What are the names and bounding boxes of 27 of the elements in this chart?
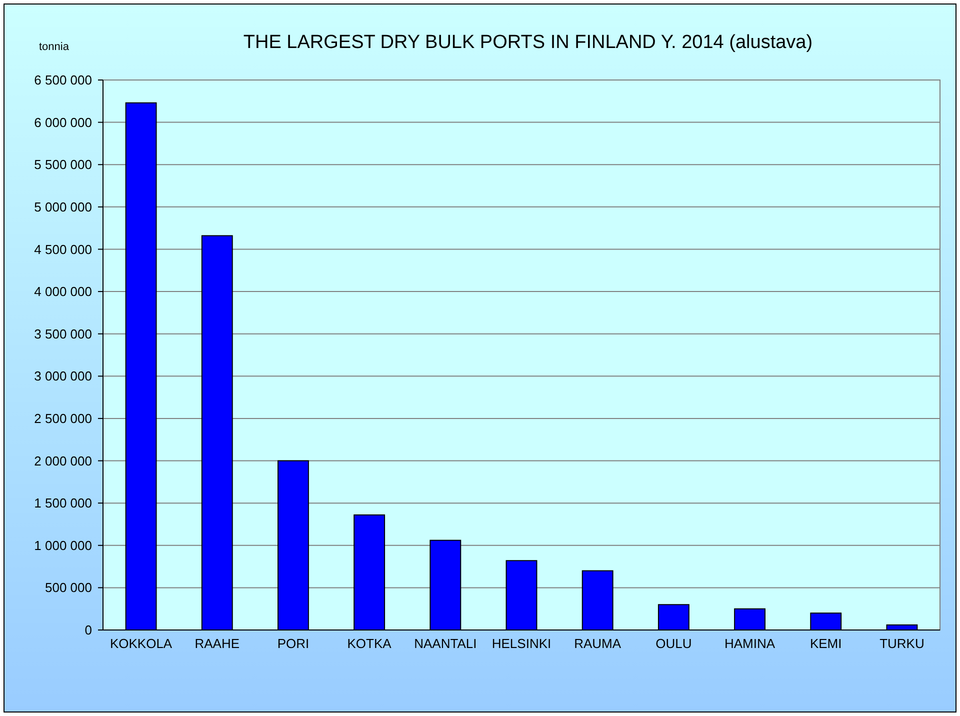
y-tick-label: 500 000 bbox=[45, 580, 92, 596]
x-tick-label: OULU bbox=[656, 636, 692, 651]
y-tick-label: 3 000 000 bbox=[34, 368, 92, 384]
x-tick-label: RAAHE bbox=[194, 636, 240, 651]
chart-title: THE LARGEST DRY BULK PORTS IN FINLAND Y. 2014 (alustava) bbox=[243, 32, 813, 53]
x-tick-label: TURKU bbox=[880, 636, 924, 651]
y-tick-label: 4 500 000 bbox=[34, 242, 92, 257]
y-axis-title: tonnia bbox=[39, 41, 70, 53]
y-tick-label: 5 000 000 bbox=[34, 199, 92, 214]
y-tick-label: 2 000 000 bbox=[34, 453, 92, 468]
x-tick-label: KEMI bbox=[810, 636, 842, 651]
x-tick-label: KOTKA bbox=[347, 636, 392, 651]
x-tick-label: HELSINKI bbox=[492, 636, 552, 651]
y-tick-label: 6 500 000 bbox=[34, 72, 92, 88]
x-tick-label: KOKKOLA bbox=[110, 636, 172, 651]
y-tick-label: 1 500 000 bbox=[34, 496, 92, 511]
x-tick-label: RAUMA bbox=[574, 636, 622, 651]
y-tick-label: 5 500 000 bbox=[34, 157, 92, 172]
y-tick-label: 2 500 000 bbox=[34, 411, 92, 426]
x-tick-label: NAANTALI bbox=[414, 636, 477, 651]
y-tick-label: 1 000 000 bbox=[34, 538, 92, 553]
y-tick-label: 0 bbox=[84, 622, 92, 638]
x-tick-label: HAMINA bbox=[724, 636, 776, 651]
y-tick-label: 3 500 000 bbox=[34, 326, 92, 342]
x-tick-label: PORI bbox=[277, 636, 310, 651]
y-tick-label: 6 000 000 bbox=[34, 114, 92, 130]
y-tick-label: 4 000 000 bbox=[34, 284, 92, 300]
